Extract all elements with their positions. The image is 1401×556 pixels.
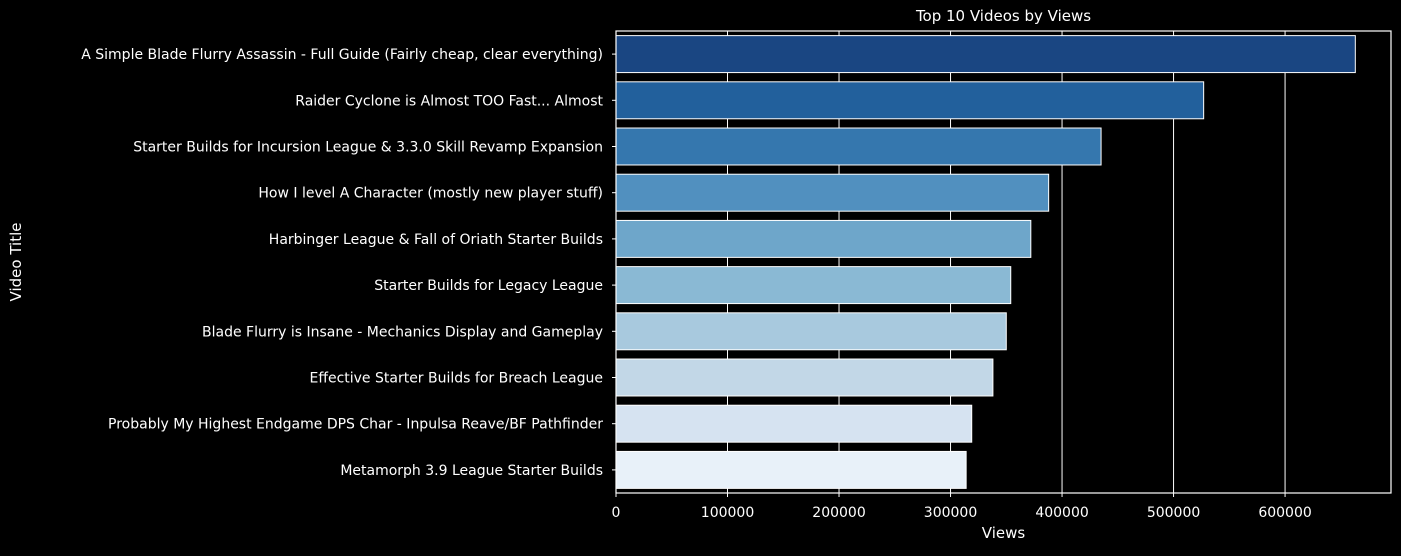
y-category-label: Effective Starter Builds for Breach Leag… — [309, 371, 603, 387]
y-category-label: Raider Cyclone is Almost TOO Fast... Alm… — [295, 93, 603, 109]
y-category-label: Starter Builds for Incursion League & 3.… — [133, 140, 603, 156]
category-label-layer: A Simple Blade Flurry Assassin - Full Gu… — [81, 47, 616, 479]
plot-frame — [615, 30, 1392, 494]
bar — [615, 358, 994, 397]
chart-title: Top 10 Videos by Views — [915, 7, 1091, 25]
bar — [615, 173, 1050, 212]
bar — [615, 81, 1205, 120]
x-tick-label: 0 — [612, 505, 621, 521]
bar — [615, 127, 1102, 166]
bar — [615, 404, 973, 443]
y-category-label: Blade Flurry is Insane - Mechanics Displ… — [202, 324, 603, 340]
bar-layer — [615, 35, 1356, 489]
tick-layer: 0 100000 200000 300000 400000 500000 600000 — [612, 493, 1312, 521]
x-tick-label: 500000 — [1147, 505, 1200, 521]
bar — [615, 219, 1032, 258]
x-tick-label: 600000 — [1258, 505, 1311, 521]
y-category-label: A Simple Blade Flurry Assassin - Full Gu… — [81, 47, 603, 63]
bar — [615, 312, 1007, 351]
x-tick-label: 300000 — [924, 505, 977, 521]
y-category-label: Harbinger League & Fall of Oriath Starte… — [269, 232, 603, 248]
y-category-label: How I level A Character (mostly new play… — [258, 186, 603, 202]
bar — [615, 266, 1012, 305]
x-axis-label: Views — [982, 524, 1026, 542]
bar — [615, 35, 1356, 74]
y-category-label: Probably My Highest Endgame DPS Char - I… — [108, 417, 603, 433]
y-category-label: Metamorph 3.9 League Starter Builds — [340, 463, 603, 479]
x-tick-label: 100000 — [701, 505, 754, 521]
bar — [615, 450, 967, 489]
x-tick-label: 200000 — [812, 505, 865, 521]
x-tick-label: 400000 — [1035, 505, 1088, 521]
y-category-label: Starter Builds for Legacy League — [374, 278, 603, 294]
y-axis-label: Video Title — [7, 223, 25, 302]
